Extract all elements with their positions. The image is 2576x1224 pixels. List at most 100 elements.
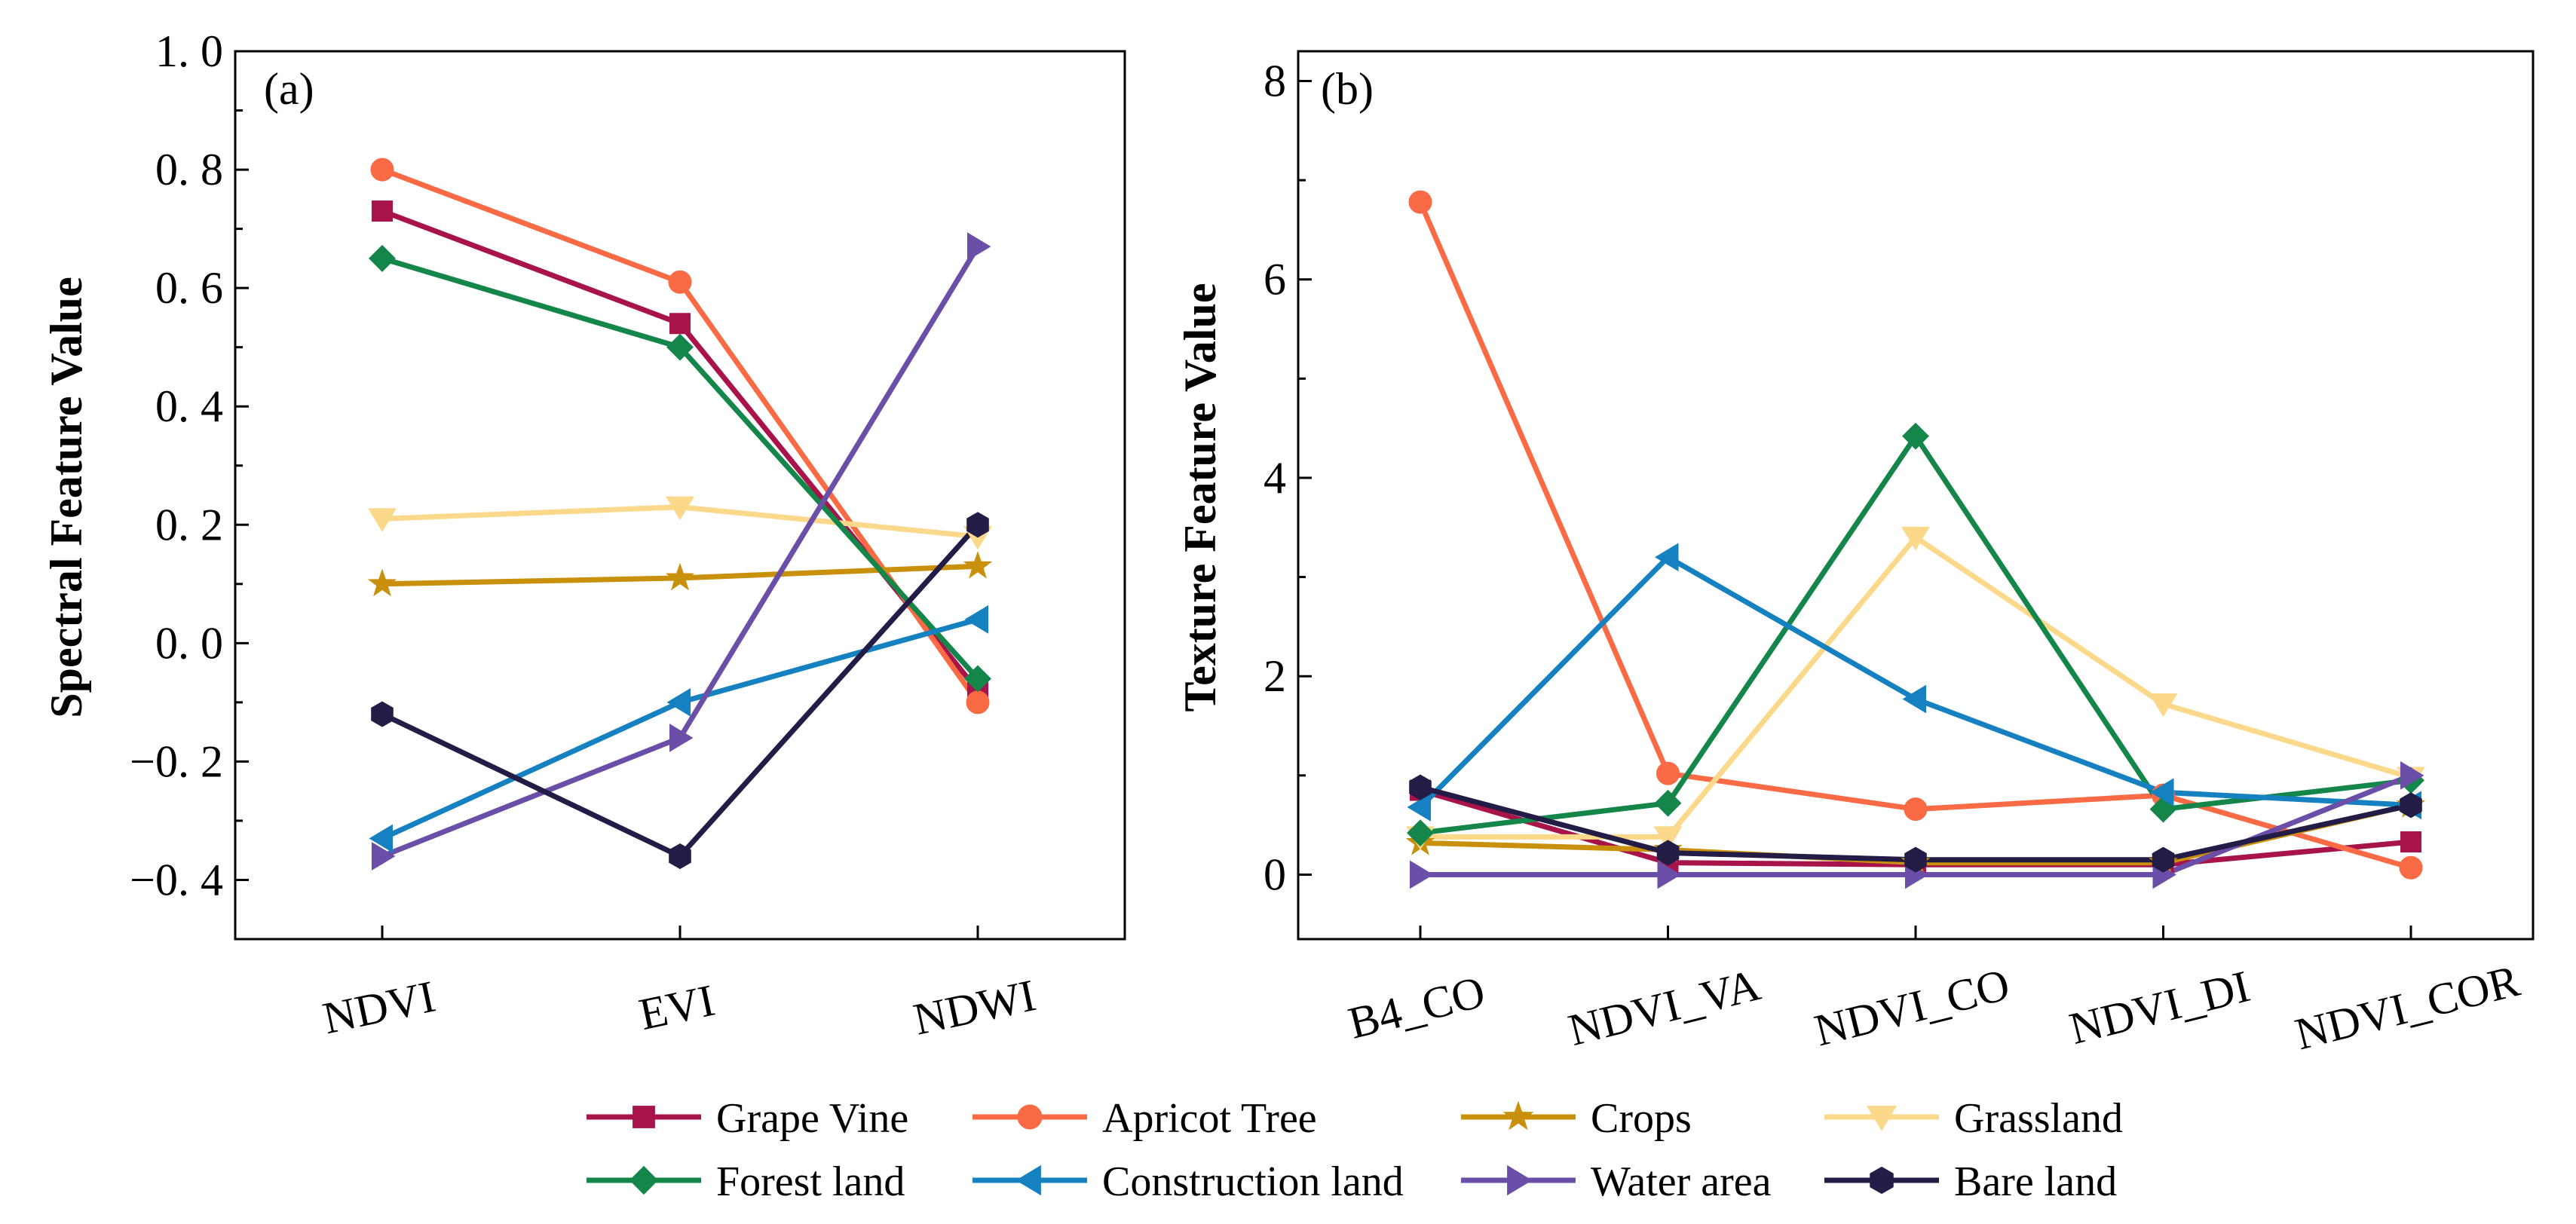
panel-a-point-bare-land [669, 843, 691, 870]
panel-b-ytick-label: 8 [1263, 56, 1286, 106]
panel-a-point-crops [367, 568, 397, 597]
panel-a-ytick-label: 0. 2 [155, 500, 223, 549]
panel-a-point-grassland [368, 508, 397, 532]
panel-b-category-ndvi-cor: NDVI_COR [2290, 956, 2524, 1059]
legend-label: Bare land [1954, 1158, 2117, 1205]
legend-label: Water area [1591, 1158, 1772, 1205]
panel-a-point-forest-land [369, 244, 396, 272]
panel-a-point-construction-land [666, 687, 691, 717]
legend-label: Grassland [1954, 1095, 2123, 1142]
panel-a-point-apricot-tree [370, 158, 394, 182]
panel-a-point-crops [963, 550, 993, 579]
panel-a-y-axis-title: Spectral Feature Value [41, 277, 91, 718]
legend-marker-hexagon [1870, 1166, 1894, 1195]
legend-item-grape-vine: Grape Vine [587, 1095, 908, 1142]
panel-a-label: (a) [264, 64, 314, 114]
panel-b-point-construction-land [1655, 543, 1679, 572]
panel-b-line-construction-land [1418, 554, 2412, 809]
panel-b-point-bare-land [1409, 774, 1432, 800]
legend-label: Crops [1591, 1095, 1692, 1142]
panel-a-point-water-area [967, 232, 991, 262]
panel-a-ytick-label: −0. 2 [130, 736, 223, 786]
panel-b-point-construction-land [1902, 684, 1926, 714]
legend-label: Apricot Tree [1102, 1095, 1317, 1142]
panel-b-y-axis-title: Texture Feature Value [1175, 283, 1225, 712]
panel-b-point-bare-land [2400, 792, 2422, 819]
panel-b-category-ndvi-co: NDVI_CO [1809, 959, 2014, 1056]
legend-marker-triangle-down [1866, 1106, 1898, 1131]
panel-a-line-construction-land [381, 617, 979, 841]
panel-b-ytick-label: 6 [1263, 255, 1286, 304]
panel-a-category-ndwi: NDWI [909, 970, 1040, 1045]
legend-item-apricot-tree: Apricot Tree [973, 1095, 1317, 1142]
panel-b-category-b4-co: B4_CO [1343, 966, 1490, 1048]
panel-b-line-forest-land [1420, 433, 2412, 836]
legend-marker-diamond [629, 1165, 659, 1195]
panel-a-x-ticks: NDVI EVI NDWI [319, 926, 1040, 1045]
panel-b-line-grassland [1420, 534, 2412, 840]
panel-a-ytick-label: 1. 0 [155, 26, 223, 76]
panel-b-label: (b) [1321, 64, 1374, 114]
panel-b-category-ndvi-va: NDVI_VA [1564, 959, 1765, 1055]
legend-item-bare-land: Bare land [1824, 1158, 2117, 1205]
panel-b-point-apricot-tree [1408, 190, 1432, 214]
panel-a-point-forest-land [666, 333, 694, 361]
panel-a-category-ndvi: NDVI [319, 972, 440, 1044]
panel-b-point-water-area [1657, 860, 1681, 889]
panel-b-point-bare-land [2152, 846, 2175, 873]
legend-marker-triangle-left [1015, 1164, 1041, 1196]
panel-b-point-apricot-tree [1904, 797, 1928, 822]
panel-a-frame [234, 50, 1126, 941]
panel-a-ytick-label: 0. 8 [155, 145, 223, 194]
panel-b-point-grassland [1901, 526, 1930, 551]
panel-a-point-apricot-tree [966, 690, 990, 715]
panel-a-point-construction-land [369, 824, 393, 853]
panel-b-category-ndvi-di: NDVI_DI [2065, 961, 2255, 1054]
legend-marker-square [633, 1106, 655, 1128]
legend: Grape Vine Apricot Tree Crops Grassland Fore… [587, 1095, 2123, 1205]
legend-label: Grape Vine [716, 1095, 908, 1142]
legend-item-forest-land: Forest land [587, 1158, 905, 1205]
panel-a-ytick-label: −0. 4 [130, 855, 223, 904]
panel-a-ytick-label: 0. 4 [155, 381, 223, 431]
legend-label: Forest land [716, 1158, 905, 1205]
panel-a-y-ticks: 1. 0 0. 8 0. 6 0. 4 0. 2 0. 0 −0. 2 −0. 4 [130, 26, 249, 904]
panel-b-texture: (b) Texture Feature Value 8 6 4 2 0 B4_CO NDV… [1175, 50, 2535, 1059]
panel-b-point-water-area [1410, 860, 1434, 889]
panel-b-point-apricot-tree [1656, 761, 1680, 785]
panel-b-point-construction-land [2150, 778, 2174, 807]
legend-label: Construction land [1102, 1158, 1404, 1205]
panel-a-point-crops [665, 562, 695, 591]
legend-item-grassland: Grassland [1824, 1095, 2123, 1142]
panel-b-point-forest-land [1902, 422, 1929, 450]
panel-b-series [1405, 190, 2426, 889]
panel-a-point-grape-vine [669, 313, 691, 335]
panel-a-ytick-label: 0. 6 [155, 263, 223, 313]
legend-item-construction-land: Construction land [973, 1158, 1404, 1205]
panel-b-y-ticks: 8 6 4 2 0 [1263, 56, 1312, 899]
panel-b-ytick-label: 0 [1263, 849, 1286, 899]
panel-b-point-bare-land [1904, 846, 1927, 873]
panel-b-point-bare-land [1656, 840, 1680, 866]
panel-a-spectral: (a) Spectral Feature Value 1. 0 0. 8 0. 6 0… [41, 26, 1126, 1045]
panel-a-point-forest-land [964, 665, 991, 693]
panel-b-point-grassland [2149, 693, 2178, 718]
panel-b-ytick-label: 4 [1263, 453, 1286, 503]
legend-item-crops: Crops [1461, 1095, 1692, 1142]
panel-a-series [367, 158, 993, 871]
panel-b-point-forest-land [1407, 819, 1434, 847]
panel-b-point-construction-land [1407, 793, 1431, 822]
panel-a-category-evi: EVI [635, 975, 719, 1039]
panel-b-point-water-area [2400, 760, 2424, 790]
legend-marker-circle [1017, 1104, 1043, 1130]
panel-a-point-water-area [669, 724, 694, 752]
legend-marker-triangle-right [1507, 1164, 1533, 1196]
panel-b-point-grassland [1653, 826, 1683, 850]
panel-b-ytick-label: 2 [1263, 651, 1286, 701]
panel-a-point-construction-land [964, 605, 988, 634]
panel-b-point-forest-land [1654, 789, 1682, 817]
panel-b-x-ticks: B4_CO NDVI_VA NDVI_CO NDVI_DI NDVI_COR [1343, 926, 2524, 1059]
panel-a-point-apricot-tree [668, 270, 692, 294]
panel-b-point-grape-vine [2400, 831, 2421, 853]
